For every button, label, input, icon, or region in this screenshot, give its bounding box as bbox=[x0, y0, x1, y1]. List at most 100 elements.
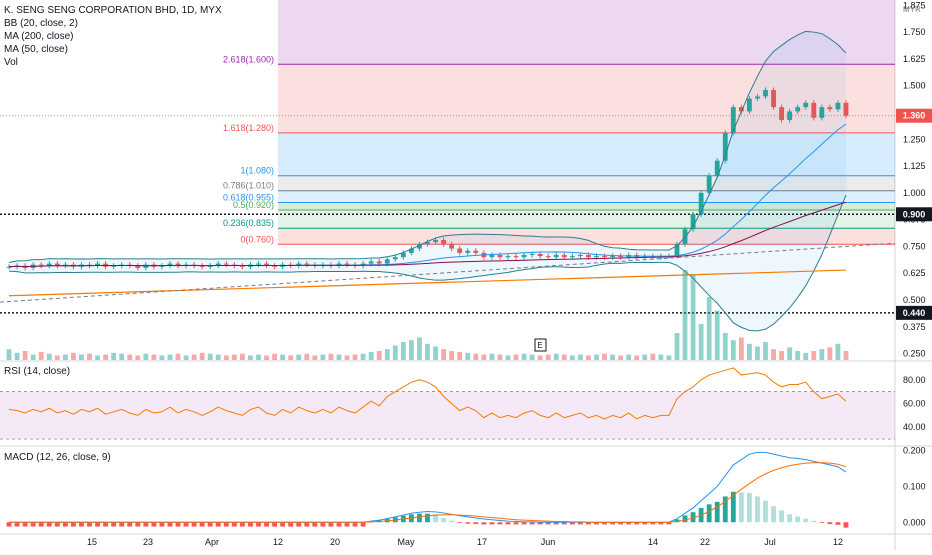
candle bbox=[408, 248, 414, 253]
candle bbox=[215, 263, 221, 266]
macd-histogram-bar bbox=[296, 522, 302, 527]
volume-bar bbox=[392, 345, 398, 360]
legend: K. SENG SENG CORPORATION BHD, 1D, MYX BB… bbox=[4, 4, 222, 69]
candle bbox=[819, 107, 825, 118]
candle bbox=[602, 256, 607, 258]
rsi-legend[interactable]: RSI (14, close) bbox=[4, 366, 71, 377]
candle bbox=[417, 244, 422, 249]
indicator-bb[interactable]: BB (20, close, 2) bbox=[4, 18, 78, 29]
volume-bar bbox=[239, 353, 245, 360]
candle bbox=[304, 263, 310, 265]
candle bbox=[698, 192, 704, 215]
candle bbox=[489, 255, 495, 258]
indicator-vol[interactable]: Vol bbox=[4, 57, 18, 68]
macd-histogram-bar bbox=[87, 522, 92, 527]
candle bbox=[577, 255, 583, 257]
volume-bar bbox=[408, 340, 414, 360]
x-tick-label: 23 bbox=[143, 537, 153, 547]
volume-bar bbox=[682, 270, 688, 360]
volume-bar bbox=[344, 355, 350, 360]
volume-bar bbox=[489, 353, 495, 360]
volume-bar bbox=[457, 351, 463, 360]
hline-badge bbox=[896, 207, 932, 222]
macd-histogram-bar bbox=[191, 522, 197, 527]
volume-bar bbox=[175, 353, 181, 360]
macd-histogram-bar bbox=[344, 522, 350, 527]
indicator-ma200[interactable]: MA (200, close) bbox=[4, 31, 74, 42]
volume-bar bbox=[521, 353, 527, 360]
candle bbox=[803, 102, 809, 108]
volume-bar bbox=[787, 347, 793, 360]
candle bbox=[674, 244, 680, 257]
macd-histogram-bar bbox=[594, 522, 599, 525]
candle bbox=[167, 263, 173, 266]
price-tick-label: 1.125 bbox=[903, 161, 926, 171]
indicator-ma50[interactable]: MA (50, close) bbox=[4, 44, 68, 55]
fib-zone bbox=[278, 64, 895, 133]
rsi-tick-label: 60.00 bbox=[903, 399, 926, 409]
candle bbox=[569, 256, 575, 258]
x-tick-label: 22 bbox=[700, 537, 710, 547]
macd-histogram-bar bbox=[586, 522, 591, 525]
candle bbox=[368, 261, 374, 264]
volume-bar bbox=[336, 354, 342, 360]
candle bbox=[159, 265, 165, 267]
candle bbox=[376, 261, 382, 264]
macd-histogram-bar bbox=[239, 522, 245, 527]
candle bbox=[473, 250, 479, 253]
macd-histogram-bar bbox=[127, 522, 133, 527]
volume-bar bbox=[22, 351, 28, 360]
volume-bar bbox=[819, 349, 825, 360]
volume-bar bbox=[6, 349, 12, 360]
bb-lower-line bbox=[8, 194, 847, 332]
ma50-line bbox=[8, 201, 847, 268]
candle bbox=[586, 255, 591, 258]
macd-histogram-bar bbox=[119, 522, 125, 527]
candle bbox=[537, 253, 543, 257]
candle bbox=[441, 240, 447, 245]
macd-histogram-bar bbox=[6, 522, 12, 527]
volume-bar bbox=[417, 337, 422, 360]
macd-tick-label: 0.000 bbox=[903, 517, 926, 527]
fib-level-label: 0.5(0.920) bbox=[233, 200, 274, 210]
volume-bar bbox=[38, 351, 44, 360]
candle bbox=[827, 107, 833, 110]
macd-legend[interactable]: MACD (12, 26, close, 9) bbox=[4, 452, 111, 463]
candle bbox=[714, 160, 720, 176]
candle bbox=[344, 263, 350, 265]
macd-histogram-bar bbox=[441, 517, 447, 523]
macd-histogram-bar bbox=[264, 522, 269, 527]
candle bbox=[433, 240, 438, 243]
price-tick-label: 1.750 bbox=[903, 27, 926, 37]
price-tick-label: 1.625 bbox=[903, 54, 926, 64]
macd-histogram-bar bbox=[103, 522, 109, 527]
volume-bar bbox=[127, 354, 133, 360]
candle bbox=[594, 256, 599, 258]
candle bbox=[111, 265, 117, 267]
macd-histogram-bar bbox=[521, 522, 527, 525]
macd-histogram-bar bbox=[819, 522, 825, 524]
macd-histogram-bar bbox=[489, 522, 495, 525]
candle bbox=[135, 265, 141, 268]
ma200-line bbox=[9, 269, 846, 297]
fib-zone bbox=[278, 228, 895, 245]
volume-bar bbox=[505, 355, 511, 360]
volume-bar bbox=[714, 310, 720, 360]
candle bbox=[738, 107, 744, 112]
volume-bar bbox=[513, 354, 519, 360]
candle bbox=[690, 214, 696, 230]
x-tick-label: 12 bbox=[833, 537, 843, 547]
candle bbox=[722, 132, 728, 161]
volume-bar bbox=[87, 353, 92, 360]
macd-histogram-bar bbox=[626, 522, 632, 525]
volume-bar bbox=[746, 343, 752, 360]
macd-histogram-bar bbox=[280, 522, 286, 527]
volume-bar bbox=[449, 351, 455, 360]
volume-bar bbox=[553, 353, 559, 360]
macd-histogram-bar bbox=[143, 522, 149, 527]
volume-bar bbox=[674, 333, 680, 360]
volume-bar bbox=[264, 355, 269, 360]
macd-histogram-bar bbox=[771, 506, 776, 523]
